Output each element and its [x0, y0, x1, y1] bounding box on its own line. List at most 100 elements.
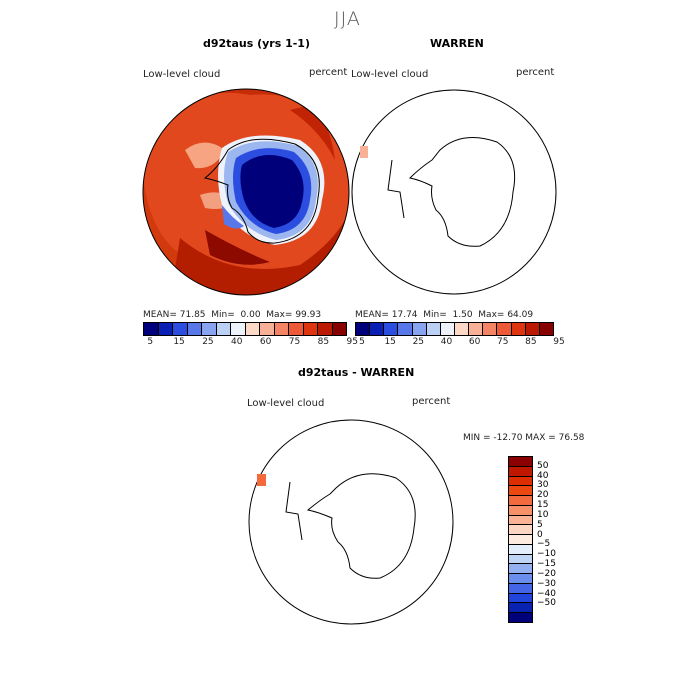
panel-2-colorbar — [355, 322, 554, 336]
difference-colorbar-tick-label: 10 — [537, 509, 549, 520]
panel-2-colorbar-swatch-8 — [468, 323, 483, 335]
panel-1-colorbar-swatch-2 — [172, 323, 187, 335]
difference-colorbar-tick-label: −40 — [537, 588, 556, 599]
panel-1-units-label: percent — [309, 67, 348, 78]
difference-colorbar-tick-label: −10 — [537, 549, 556, 560]
difference-antarctica-coastline — [306, 473, 416, 579]
panel-1-colorbar-swatch-1 — [157, 323, 172, 335]
difference-units-label: percent — [412, 396, 451, 407]
panel-1-antarctica-coastline — [203, 138, 320, 244]
panel-2-title: WARREN — [430, 37, 484, 50]
panel-1-max-value: 99.93 — [295, 310, 322, 320]
difference-peninsula-outline — [285, 481, 303, 541]
panel-2-stats: MEAN= 17.74 Min= 1.50 Max= 64.09 — [355, 310, 533, 320]
difference-colorbar-swatch-14 — [509, 592, 532, 603]
panel-2-map-patch — [360, 146, 368, 158]
season-title: JJA — [334, 8, 361, 30]
panel-2-max-value: 64.09 — [507, 310, 534, 320]
difference-minmax: MIN = -12.70 MAX = 76.58 — [463, 433, 585, 443]
difference-colorbar-ticks: 50 40 30 20 15 10 5 0 −5 −10 −15 −20 −30 −40 −50 — [537, 456, 567, 623]
panel-2-colorbar-swatch-11 — [510, 323, 525, 335]
panel-1-colorbar-tick-label: 75 — [288, 337, 301, 347]
panel-1-colorbar-swatch-9 — [273, 323, 288, 335]
panel-2-colorbar-swatch-7 — [453, 323, 469, 335]
panel-2-colorbar-swatch-6 — [439, 323, 454, 335]
difference-colorbar-swatch-4 — [509, 495, 532, 505]
panel-1-colorbar-swatch-6 — [230, 323, 245, 335]
panel-2-colorbar-swatch-13 — [538, 323, 553, 335]
panel-1-mean-value: 71.85 — [179, 310, 206, 320]
panel-1-colorbar-tick-label: 25 — [202, 337, 214, 347]
difference-colorbar-tick-label: −5 — [537, 539, 551, 550]
difference-colorbar-tick-label: 30 — [537, 480, 549, 491]
panel-2-units-label: percent — [516, 67, 555, 78]
panel-2-colorbar-swatch-3 — [397, 323, 412, 335]
panel-2-colorbar-tick-label: 40 — [440, 337, 453, 347]
panel-1-colorbar-swatch-13 — [331, 323, 346, 335]
panel-2-colorbar-ticks: 5 15 25 40 60 75 85 95 — [355, 337, 565, 349]
difference-colorbar-swatch-11 — [509, 563, 532, 574]
panel-1-map — [142, 88, 350, 296]
panel-2-colorbar-swatch-2 — [383, 323, 398, 335]
difference-colorbar-swatch-16 — [509, 612, 532, 623]
difference-colorbar-tick-label: 40 — [537, 470, 549, 481]
difference-colorbar-swatch-7 — [509, 524, 532, 535]
panel-2-peninsula-outline — [387, 159, 405, 219]
panel-2-max-label: Max= — [478, 310, 505, 320]
difference-map-frame — [248, 419, 454, 625]
panel-2-colorbar-tick-label: 85 — [525, 337, 537, 347]
difference-colorbar-swatch-8 — [509, 534, 532, 544]
difference-colorbar-swatch-1 — [509, 465, 532, 476]
panel-2-colorbar-swatch-1 — [369, 323, 384, 335]
panel-1-stats: MEAN= 71.85 Min= 0.00 Max= 99.93 — [143, 310, 321, 320]
panel-2-map-frame — [351, 89, 557, 295]
panel-2-map — [351, 89, 557, 295]
panel-1-colorbar — [143, 322, 347, 336]
panel-1-max-label: Max= — [266, 310, 293, 320]
panel-1-colorbar-ticks: 5 15 25 40 60 75 85 95 — [143, 337, 358, 349]
panel-2-colorbar-swatch-0 — [356, 323, 370, 335]
panel-2-colorbar-tick-label: 95 — [553, 337, 565, 347]
panel-1-colorbar-tick-label: 5 — [147, 337, 154, 347]
panel-1-min-label: Min= — [211, 310, 235, 320]
difference-colorbar-tick-label: 20 — [537, 490, 549, 501]
panel-1-colorbar-swatch-12 — [317, 323, 332, 335]
panel-2-mean-value: 17.74 — [391, 310, 418, 320]
panel-1-colorbar-swatch-0 — [144, 323, 158, 335]
panel-2-colorbar-swatch-10 — [496, 323, 511, 335]
difference-colorbar-swatch-12 — [509, 573, 532, 583]
panel-1-colorbar-tick-label: 15 — [173, 337, 185, 347]
difference-colorbar-swatch-3 — [509, 485, 532, 496]
difference-map — [248, 419, 454, 625]
panel-1-colorbar-swatch-7 — [244, 323, 259, 335]
panel-1-title: d92taus (yrs 1-1) — [203, 37, 310, 50]
difference-colorbar-tick-label: −50 — [537, 598, 556, 609]
panel-2-colorbar-tick-label: 5 — [359, 337, 365, 347]
difference-colorbar-tick-label: 50 — [537, 460, 549, 471]
panel-2-mean-label: MEAN= — [355, 310, 389, 320]
panel-2-colorbar-swatch-12 — [524, 323, 539, 335]
panel-2-min-label: Min= — [423, 310, 447, 320]
panel-1-colorbar-swatch-10 — [288, 323, 303, 335]
panel-1-colorbar-tick-label: 60 — [259, 337, 272, 347]
difference-colorbar-tick-label: 5 — [537, 519, 543, 530]
difference-colorbar-tick-label: −30 — [537, 578, 556, 589]
difference-map-patch — [257, 474, 266, 486]
panel-1-min-value: 0.00 — [240, 310, 261, 320]
panel-1-colorbar-swatch-5 — [215, 323, 230, 335]
panel-1-colorbar-tick-label: 95 — [346, 337, 358, 347]
panel-2-colorbar-swatch-9 — [482, 323, 497, 335]
difference-colorbar-swatch-2 — [509, 475, 532, 486]
difference-colorbar-swatch-0 — [509, 457, 532, 466]
difference-colorbar-tick-label: 15 — [537, 500, 549, 511]
difference-colorbar-tick-label: −15 — [537, 559, 556, 570]
difference-colorbar-swatch-5 — [509, 504, 532, 515]
difference-colorbar-tick-label: 0 — [537, 529, 543, 540]
panel-1-colorbar-swatch-11 — [302, 323, 317, 335]
panel-2-colorbar-tick-label: 15 — [384, 337, 396, 347]
panel-1-variable-label: Low-level cloud — [143, 69, 221, 80]
panel-1-mean-label: MEAN= — [143, 310, 177, 320]
panel-2-colorbar-tick-label: 75 — [497, 337, 509, 347]
difference-colorbar-tick-label: −20 — [537, 568, 556, 579]
